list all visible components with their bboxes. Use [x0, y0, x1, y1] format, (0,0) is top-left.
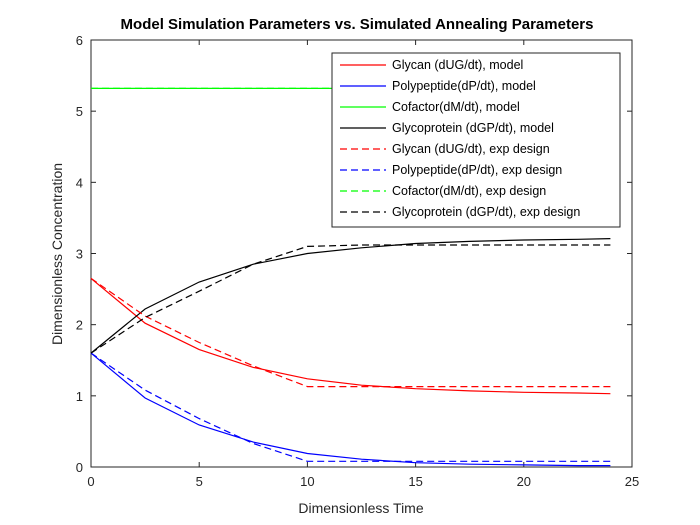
- y-tick-label: 3: [76, 247, 83, 262]
- legend-label-6: Polypeptide(dP/dt), exp design: [392, 163, 562, 177]
- x-tick-label: 20: [517, 474, 531, 489]
- series-line-2: [90, 352, 611, 467]
- y-tick-label: 5: [76, 104, 83, 119]
- legend-label-8: Glycoprotein (dGP/dt), exp design: [392, 205, 580, 219]
- series-line-1: [90, 277, 611, 395]
- legend-label-2: Polypeptide(dP/dt), model: [392, 79, 536, 93]
- legend: Glycan (dUG/dt), model Polypeptide(dP/dt)…: [331, 52, 621, 228]
- x-tick-label: 5: [196, 474, 203, 489]
- x-tick-label: 10: [300, 474, 314, 489]
- x-tick-label: 0: [87, 474, 94, 489]
- legend-box: [331, 52, 621, 228]
- series-line-5: [90, 277, 611, 388]
- x-axis: 0 5 10 15 20 25: [87, 40, 639, 489]
- legend-label-7: Cofactor(dM/dt), exp design: [392, 184, 546, 198]
- y-tick-label: 4: [76, 175, 83, 190]
- y-tick-label: 0: [76, 460, 83, 475]
- y-axis-label: Dimensionless Concentration: [49, 163, 65, 345]
- legend-label-4: Glycoprotein (dGP/dt), model: [392, 121, 554, 135]
- y-tick-label: 2: [76, 318, 83, 333]
- x-tick-label: 25: [625, 474, 639, 489]
- legend-label-3: Cofactor(dM/dt), model: [392, 100, 520, 114]
- series-line-4: [90, 238, 611, 354]
- y-tick-label: 1: [76, 389, 83, 404]
- series-line-8: [90, 244, 611, 354]
- y-axis: 0 1 2 3 4 5 6: [76, 33, 632, 475]
- x-axis-label: Dimensionless Time: [298, 500, 423, 516]
- legend-label-1: Glycan (dUG/dt), model: [392, 58, 523, 72]
- x-tick-label: 15: [408, 474, 422, 489]
- series-line-6: [90, 352, 611, 462]
- chart-title: Model Simulation Parameters vs. Simulate…: [121, 16, 594, 33]
- legend-label-5: Glycan (dUG/dt), exp design: [392, 142, 550, 156]
- y-tick-label: 6: [76, 33, 83, 48]
